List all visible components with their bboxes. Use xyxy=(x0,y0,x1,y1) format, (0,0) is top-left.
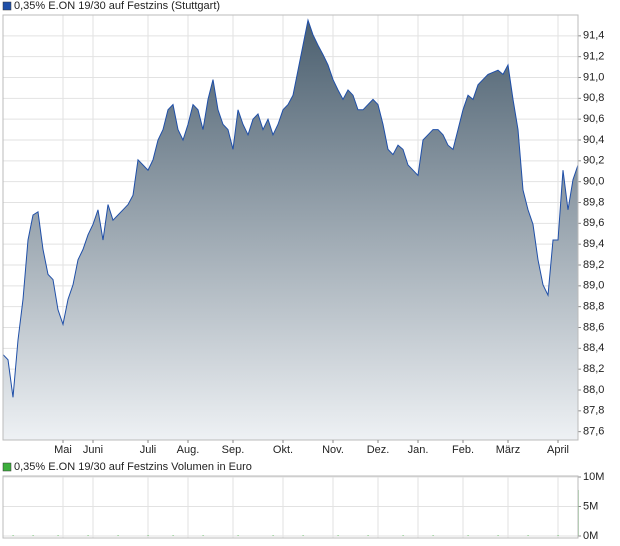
volume-bar xyxy=(57,535,59,536)
y-tick-label: 87,6 xyxy=(583,426,604,438)
volume-bar xyxy=(172,535,174,536)
volume-bar xyxy=(12,535,14,536)
x-tick-label: Juni xyxy=(83,444,103,456)
y-tick-label: 89,2 xyxy=(583,259,604,271)
x-tick-label: März xyxy=(496,444,520,456)
plot-frame xyxy=(2,475,579,539)
volume-bar xyxy=(117,535,119,536)
y-tick-label: 90,0 xyxy=(583,176,604,188)
legend-label: 0,35% E.ON 19/30 auf Festzins (Stuttgart… xyxy=(14,0,220,12)
volume-bar xyxy=(147,535,149,536)
volume-bar xyxy=(402,535,404,536)
y-tick-label: 90,8 xyxy=(583,92,604,104)
y-tick-label: 88,8 xyxy=(583,301,604,313)
volume-bar xyxy=(302,535,304,536)
volume-bar xyxy=(467,535,469,536)
y-tick-label: 89,0 xyxy=(583,280,604,292)
y-tick-label: 91,4 xyxy=(583,30,604,42)
x-tick-label: Juli xyxy=(140,444,157,456)
volume-bar xyxy=(432,535,434,536)
area-fill xyxy=(3,20,578,441)
volume-bar xyxy=(367,535,369,536)
x-tick-label: Nov. xyxy=(322,444,344,456)
y-tick-label: 89,8 xyxy=(583,196,604,208)
y-tick-label: 88,2 xyxy=(583,363,604,375)
volume-bar xyxy=(497,535,499,536)
x-tick-label: Feb. xyxy=(452,444,474,456)
y-tick-label: 90,2 xyxy=(583,155,604,167)
y-tick-label: 88,6 xyxy=(583,321,604,333)
y-tick-label: 10M xyxy=(583,471,604,483)
y-tick-label: 91,2 xyxy=(583,51,604,63)
x-tick-label: Sep. xyxy=(222,444,245,456)
y-tick-label: 5M xyxy=(583,500,598,512)
volume-bar xyxy=(202,535,204,536)
volume-bar xyxy=(557,535,559,536)
y-tick-label: 89,6 xyxy=(583,217,604,229)
x-tick-label: Jan. xyxy=(408,444,429,456)
x-tick-label: Dez. xyxy=(367,444,390,456)
y-tick-label: 91,0 xyxy=(583,71,604,83)
volume-bar xyxy=(237,535,239,536)
y-tick-label: 88,0 xyxy=(583,384,604,396)
volume-bar xyxy=(272,535,274,536)
legend-label: 0,35% E.ON 19/30 auf Festzins Volumen in… xyxy=(14,461,252,473)
y-tick-label: 0M xyxy=(583,530,598,542)
plot-frame xyxy=(2,14,579,441)
y-tick-label: 90,6 xyxy=(583,113,604,125)
volume-bar xyxy=(527,535,529,536)
x-tick-label: Mai xyxy=(54,444,72,456)
y-tick-label: 87,8 xyxy=(583,405,604,417)
legend-swatch xyxy=(2,462,12,472)
volume-bar xyxy=(32,535,34,536)
y-tick-label: 88,4 xyxy=(583,342,604,354)
x-tick-label: Okt. xyxy=(273,444,293,456)
y-tick-label: 89,4 xyxy=(583,238,604,250)
legend-swatch xyxy=(2,1,12,11)
x-tick-label: Aug. xyxy=(177,444,200,456)
volume-bar xyxy=(337,535,339,536)
price-line xyxy=(2,18,579,398)
y-tick-label: 90,4 xyxy=(583,134,604,146)
volume-bar xyxy=(87,535,89,536)
x-tick-label: April xyxy=(547,444,569,456)
